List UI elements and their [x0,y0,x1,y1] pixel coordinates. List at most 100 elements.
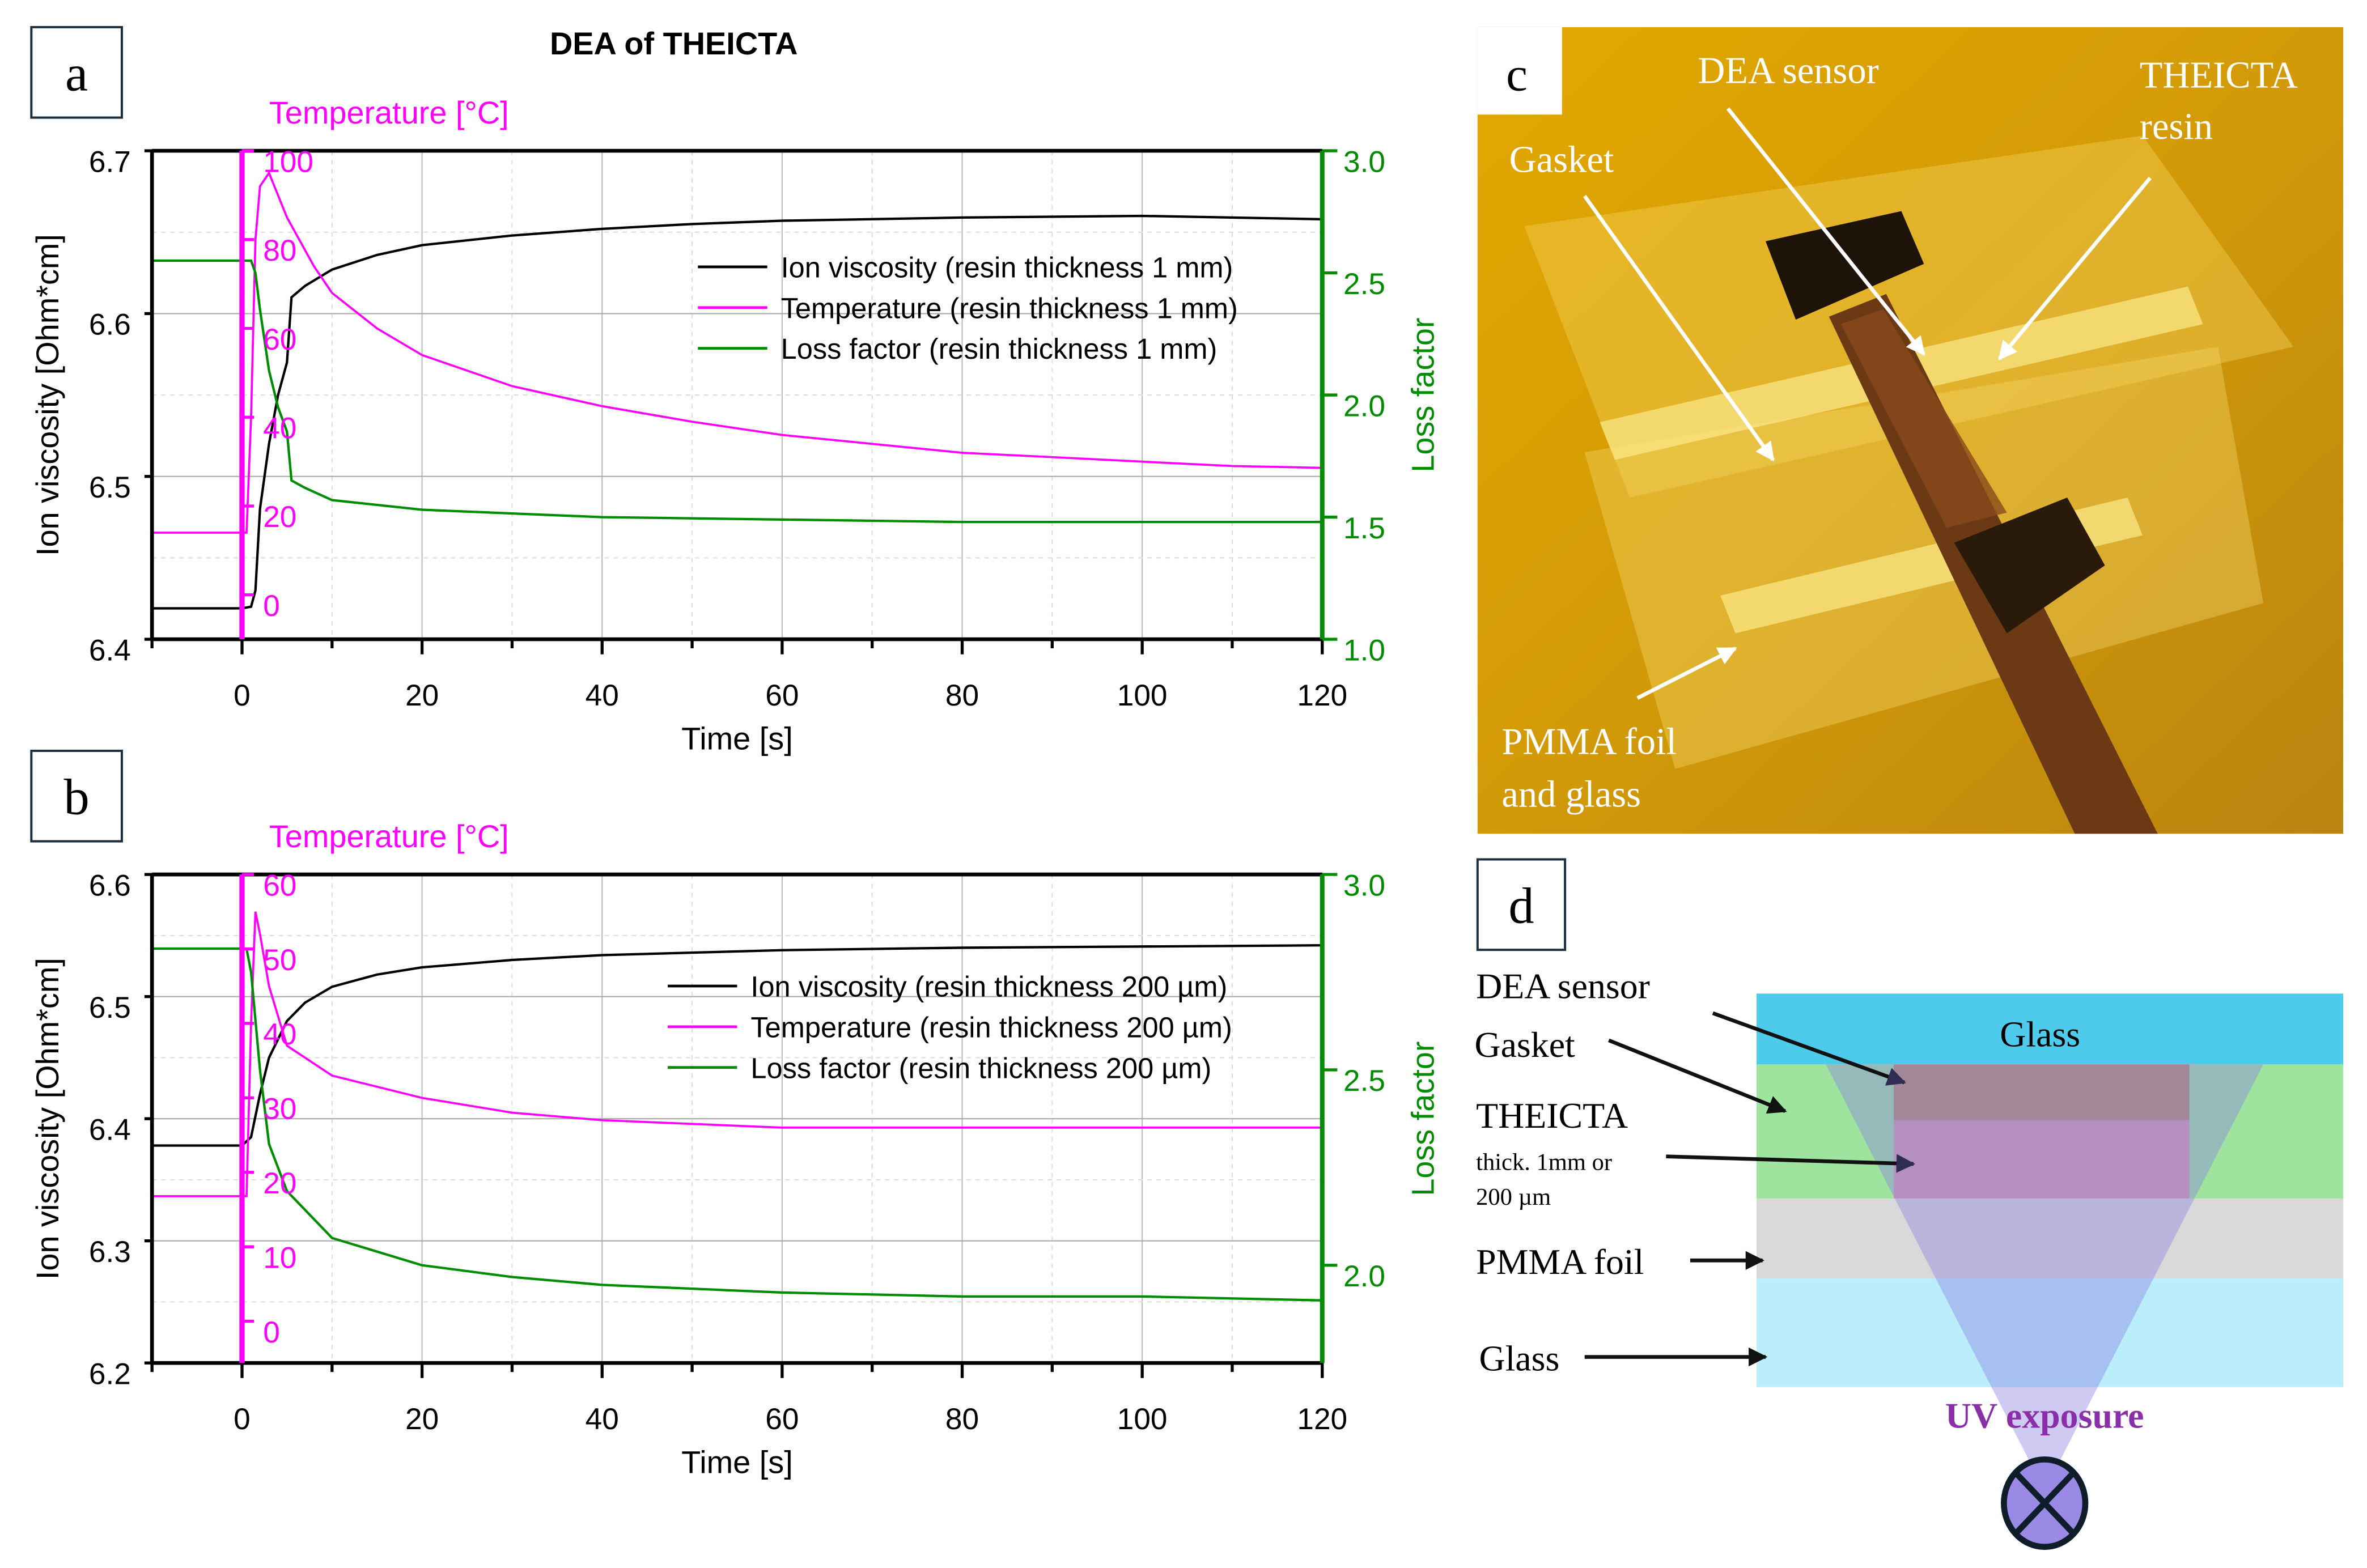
label-thickness-1: thick. 1mm or [1476,1149,1612,1176]
temperature-tick-label: 50 [263,944,296,977]
panel-label-a-text: a [65,45,88,102]
x-tick-label: 80 [945,1403,979,1436]
arrow [1636,647,1737,700]
y2-tick-label: 2.0 [1343,1260,1385,1293]
legend-label: Temperature (resin thickness 1 mm) [781,292,1238,324]
diagram-d: d Glass UV exposure DEA sensor Gasket TH… [1474,858,2343,1550]
arrow [1726,107,1925,356]
label-pmma-foil: PMMA foil [1476,1242,1644,1282]
legend-label: Temperature (resin thickness 200 µm) [750,1011,1232,1043]
uv-exposure-label: UV exposure [1945,1396,2144,1436]
legend-label: Loss factor (resin thickness 1 mm) [781,333,1218,365]
plot-a: 6.4 6.5 6.6 6.7 Ion viscosity (resin thickne… [29,95,1440,756]
y-tick-label: 6.6 [89,308,131,342]
temperature-tick-label: 0 [263,1316,280,1349]
clamp-block [1765,211,1924,320]
y-tick-label: 6.5 [89,471,131,504]
x-tick-label: 20 [405,1403,439,1436]
arrow [1666,1154,1916,1173]
panel-label-c: c [1506,48,1528,101]
photo-c: c DEA sensor THEICTA resin Gasket PMMA f… [1477,27,2343,834]
y2-tick-label: 3.0 [1343,869,1385,902]
photo-label-and-glass: and glass [1501,774,1641,815]
y2-axis-label: Loss factor [1405,1042,1441,1196]
panel-label-b-text: b [64,768,90,826]
photo-label-gasket: Gasket [1509,139,1614,180]
temperature-axis-label: Temperature [°C] [269,818,509,854]
y-tick-label: 6.2 [89,1357,131,1391]
series-line-temperature [152,171,1322,534]
panel-label-d: d [1508,877,1534,934]
photo-label-dea-sensor: DEA sensor [1698,50,1879,91]
x-tick-label: 100 [1117,679,1168,712]
y-axis-label: Ion viscosity [Ohm*cm] [29,234,65,556]
arrow [1712,1011,1906,1086]
photo-label-resin: resin [2140,106,2213,147]
temperature-axis-label: Temperature [°C] [269,95,509,130]
plot-b: 6.2 6.3 6.4 6.5 6.6 Ion viscosity (resin thic… [29,818,1440,1480]
photo-label-pmma-foil: PMMA foil [1501,721,1677,762]
temperature-tick-label: 0 [263,589,280,623]
sensor-resin-area [1841,309,2007,528]
legend-label: Ion viscosity (resin thickness 200 µm) [750,971,1227,1003]
layer-glass-top [1757,993,2343,1065]
label-dea-sensor: DEA sensor [1476,966,1650,1006]
x-tick-label: 120 [1297,679,1347,712]
y-axis-label: Ion viscosity [Ohm*cm] [29,958,65,1280]
label-glass: Glass [1479,1338,1559,1378]
temperature-tick-label: 20 [263,500,296,534]
temperature-tick-label: 100 [263,145,313,179]
label-theicta: THEICTA [1476,1095,1628,1136]
series-line-loss-factor [152,259,1322,524]
x-tick-label: 40 [586,679,619,712]
legend-label: Ion viscosity (resin thickness 1 mm) [781,252,1233,284]
panel-label-a: a [30,26,123,119]
x-axis-label: Time [s] [681,1444,793,1480]
y-tick-label: 6.4 [89,1113,131,1146]
temperature-tick-label: 30 [263,1093,296,1126]
temperature-tick-label: 40 [263,1018,296,1051]
layer-glass-bottom [1757,1278,2343,1387]
y2-tick-label: 2.5 [1343,267,1385,301]
x-axis-label: Time [s] [681,720,793,756]
y2-tick-label: 1.0 [1343,634,1385,667]
layer-pmma-foil [1757,1199,2343,1279]
layer-theicta-resin [1894,1120,2190,1199]
y-tick-label: 6.3 [89,1235,131,1269]
y2-tick-label: 3.0 [1343,145,1385,179]
arrow [1997,176,2152,360]
clamp-block [1954,497,2105,634]
x-tick-label: 20 [405,679,439,712]
series-line-ion-viscosity [152,944,1322,1147]
uv-lamp-icon [2001,1456,2089,1550]
y2-tick-label: 1.5 [1343,512,1385,545]
x-tick-label: 120 [1297,1403,1347,1436]
temperature-tick-label: 10 [263,1241,296,1274]
label-gasket: Gasket [1474,1025,1575,1065]
layer-dea-sensor [1894,1064,2190,1120]
figure-title: DEA of THEICTA [550,26,798,61]
y2-tick-label: 2.5 [1343,1064,1385,1098]
temperature-tick-label: 60 [263,323,296,356]
y-tick-label: 6.5 [89,991,131,1025]
y2-tick-label: 2.0 [1343,389,1385,423]
temperature-tick-label: 40 [263,412,296,445]
y2-axis-label: Loss factor [1405,317,1441,472]
panel-label-b: b [30,749,123,843]
x-tick-label: 80 [945,679,979,712]
arrow [1583,194,1775,462]
x-tick-label: 40 [586,1403,619,1436]
temperature-tick-label: 60 [263,869,296,902]
photo-label-theicta: THEICTA [2140,54,2298,96]
x-tick-label: 60 [765,679,799,712]
series-line-loss-factor [152,947,1322,1302]
label-thickness-2: 200 µm [1476,1184,1551,1210]
y-tick-label: 6.6 [89,869,131,902]
y-tick-label: 6.4 [89,634,131,667]
temperature-tick-label: 80 [263,234,296,267]
y-tick-label: 6.7 [89,145,131,179]
arrow [1608,1038,1787,1114]
x-tick-label: 0 [234,679,251,712]
series-line-ion-viscosity [152,214,1322,610]
